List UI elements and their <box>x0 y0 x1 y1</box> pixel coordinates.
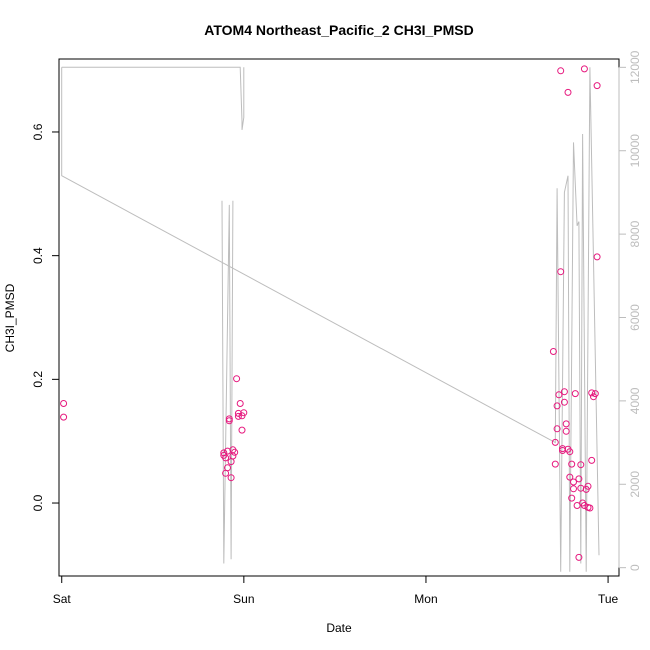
y2-tick-label: 8000 <box>628 220 642 247</box>
data-point <box>562 420 570 428</box>
data-point <box>229 452 237 460</box>
data-point <box>566 473 574 481</box>
data-point <box>562 427 570 435</box>
data-point <box>553 425 561 433</box>
data-point <box>227 474 235 482</box>
y2-tick-label: 2000 <box>628 471 642 498</box>
x-tick-label: Mon <box>414 592 437 606</box>
data-point <box>564 88 572 96</box>
data-point <box>570 485 577 493</box>
data-point <box>238 426 246 434</box>
x-axis-label: Date <box>326 621 352 635</box>
data-point <box>224 464 231 472</box>
data-point <box>231 448 239 456</box>
data-point <box>560 398 568 406</box>
series-line <box>61 66 245 130</box>
plot-frame <box>58 58 620 577</box>
data-point <box>234 412 242 420</box>
y-tick-label: 0.0 <box>31 494 45 511</box>
x-tick-label: Sun <box>233 592 254 606</box>
data-point <box>575 475 583 483</box>
data-point <box>60 413 68 421</box>
x-axis: Sat Sun Mon Tue <box>53 575 619 606</box>
data-point <box>584 482 592 490</box>
line-series <box>61 66 600 572</box>
data-point <box>588 389 596 397</box>
y-tick-label: 0.6 <box>31 123 45 140</box>
data-point <box>60 400 68 407</box>
chart-title: ATOM4 Northeast_Pacific_2 CH3I_PMSD <box>204 22 473 38</box>
data-point <box>233 375 241 383</box>
y-axis-label: CH3I_PMSD <box>3 283 17 352</box>
data-point <box>236 400 244 407</box>
data-point <box>553 402 561 410</box>
data-point <box>593 82 601 90</box>
data-point <box>225 415 233 423</box>
data-point <box>573 502 581 509</box>
series-line <box>221 200 234 564</box>
data-point <box>580 502 588 509</box>
data-point <box>586 504 594 512</box>
data-point <box>575 553 583 561</box>
data-point <box>568 494 576 502</box>
data-point <box>570 478 577 486</box>
y-axis-left: 0.0 0.2 0.4 0.6 <box>31 123 60 511</box>
data-point <box>549 348 557 355</box>
data-point <box>568 460 576 468</box>
data-point <box>240 409 248 417</box>
y-tick-label: 0.4 <box>31 247 45 264</box>
x-tick-label: Sat <box>53 592 72 606</box>
data-point <box>225 417 233 425</box>
y2-tick-label: 0 <box>628 564 642 571</box>
y2-tick-label: 12000 <box>628 50 642 84</box>
data-point <box>566 448 574 456</box>
x-tick-label: Tue <box>598 592 619 606</box>
y2-tick-label: 10000 <box>628 134 642 168</box>
data-point <box>591 390 599 398</box>
data-point <box>222 454 230 462</box>
data-point <box>557 67 565 75</box>
data-point <box>234 409 242 417</box>
point-series <box>60 65 601 561</box>
y-tick-label: 0.2 <box>31 371 45 388</box>
y2-tick-label: 6000 <box>628 304 642 331</box>
data-point <box>555 391 563 399</box>
data-point <box>557 268 565 276</box>
data-point <box>593 253 601 261</box>
data-point <box>571 390 579 398</box>
data-point <box>580 65 588 73</box>
data-point <box>560 388 568 396</box>
data-point <box>551 438 559 446</box>
data-point <box>588 456 596 464</box>
y-axis-right: 0 2000 4000 6000 8000 10000 12000 <box>618 50 642 571</box>
series-line <box>61 67 600 572</box>
data-point <box>551 460 559 468</box>
y2-tick-label: 4000 <box>628 387 642 414</box>
data-point <box>577 461 585 469</box>
